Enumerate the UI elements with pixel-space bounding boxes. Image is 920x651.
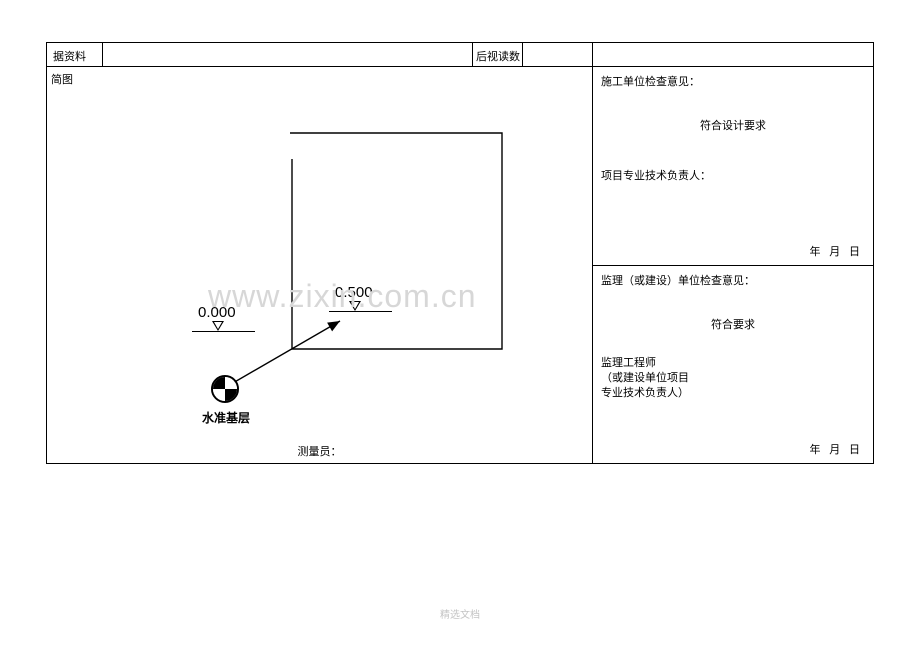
col-label-backsight: 后视读数 <box>473 43 523 66</box>
sketch-svg <box>47 67 593 463</box>
sketch-area: 简图 0.000 0.500 水准基层 测量员： <box>47 67 593 463</box>
contractor-signature-label: 项目专业技术负责人： <box>601 167 865 183</box>
dim2-line <box>329 311 392 312</box>
supervisor-opinion-title: 监理（或建设）单位检查意见： <box>601 272 865 288</box>
dim2-label: 0.500 <box>335 284 373 301</box>
dim1-label: 0.000 <box>198 304 236 321</box>
body-row: 简图 0.000 0.500 水准基层 测量员： 施工单位检查意见： <box>47 67 873 463</box>
dim2-triangle-icon <box>349 301 361 311</box>
col-data-value <box>103 43 473 66</box>
form-table: 据资料 后视读数 简图 0.000 0.500 水准基层 <box>46 42 874 464</box>
contractor-opinion-body: 符合设计要求 <box>601 117 865 133</box>
building-outline <box>290 133 502 349</box>
contractor-date: 年 月 日 <box>810 243 864 259</box>
surveyor-label: 测量员： <box>298 443 342 459</box>
col-spare <box>593 43 873 66</box>
supervisor-date: 年 月 日 <box>810 441 864 457</box>
footer-text: 精选文档 <box>0 606 920 621</box>
header-row: 据资料 后视读数 <box>47 43 873 67</box>
arrow-head-icon <box>327 321 340 331</box>
benchmark-icon <box>211 375 239 403</box>
benchmark-label: 水准基层 <box>202 409 250 426</box>
supervisor-opinion-box: 监理（或建设）单位检查意见： 符合要求 监理工程师 （或建设单位项目 专业技术负… <box>593 266 873 464</box>
col-label-data: 据资料 <box>47 43 103 66</box>
col-backsight-value <box>523 43 593 66</box>
contractor-opinion-title: 施工单位检查意见： <box>601 73 865 89</box>
contractor-opinion-box: 施工单位检查意见： 符合设计要求 项目专业技术负责人： 年 月 日 <box>593 67 873 266</box>
opinions-column: 施工单位检查意见： 符合设计要求 项目专业技术负责人： 年 月 日 监理（或建设… <box>593 67 873 463</box>
dim1-triangle-icon <box>212 321 224 331</box>
dim1-line <box>192 331 255 332</box>
supervisor-signature-label: 监理工程师 （或建设单位项目 专业技术负责人） <box>601 356 865 402</box>
supervisor-opinion-body: 符合要求 <box>601 316 865 332</box>
